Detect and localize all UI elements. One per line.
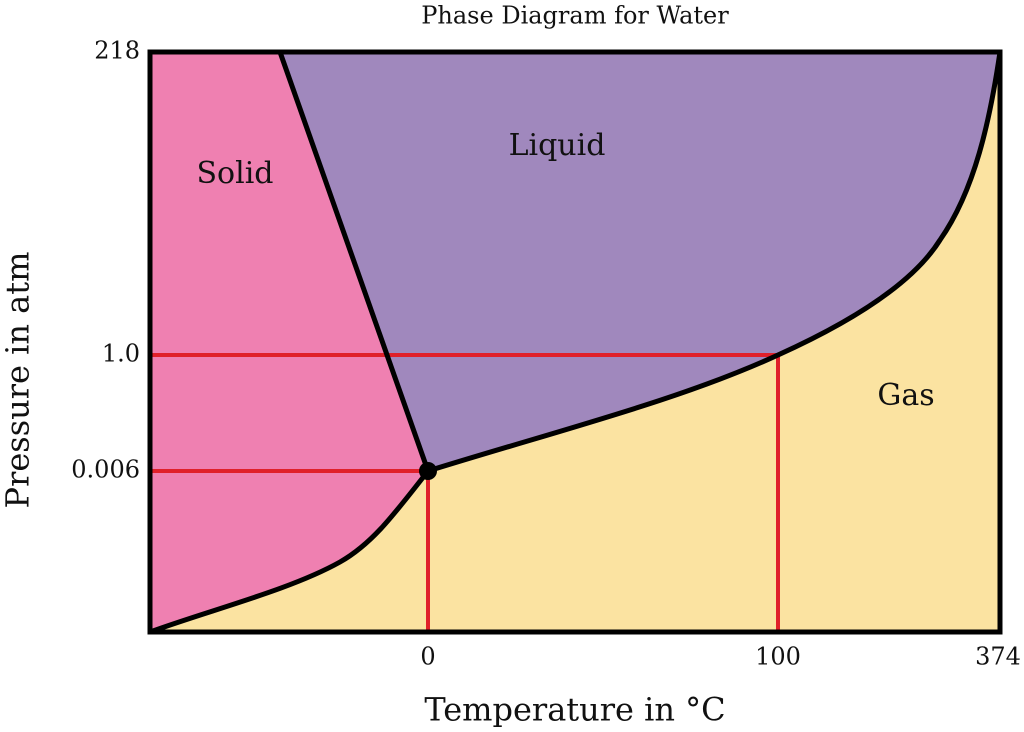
region-label: Gas [877,378,934,413]
y-tick-label: 0.006 [71,456,140,484]
gas-region [150,52,1000,632]
liquid-region [280,52,1000,471]
vaporization-curve [427,51,1003,474]
region-label: Solid [196,156,273,191]
x-tick-label: 100 [755,643,801,671]
title: Phase Diagram for Water [421,2,729,30]
solid-region [150,52,428,632]
x-tick-label: 0 [420,643,435,671]
phase-boundaries [149,51,1003,635]
y-axis-title: Pressure in atm [0,252,37,509]
melting-curve [277,51,431,472]
x-tick-label: 374 [975,643,1021,671]
region-label: Liquid [509,128,606,163]
y-tick-label: 1.0 [102,340,140,368]
x-axis-title: Temperature in °C [424,691,725,729]
triple-point [419,462,437,480]
reference-lines [150,353,780,632]
sublimation-curve [149,469,430,635]
y-tick-label: 218 [94,37,140,65]
plot-frame [147,49,1003,635]
